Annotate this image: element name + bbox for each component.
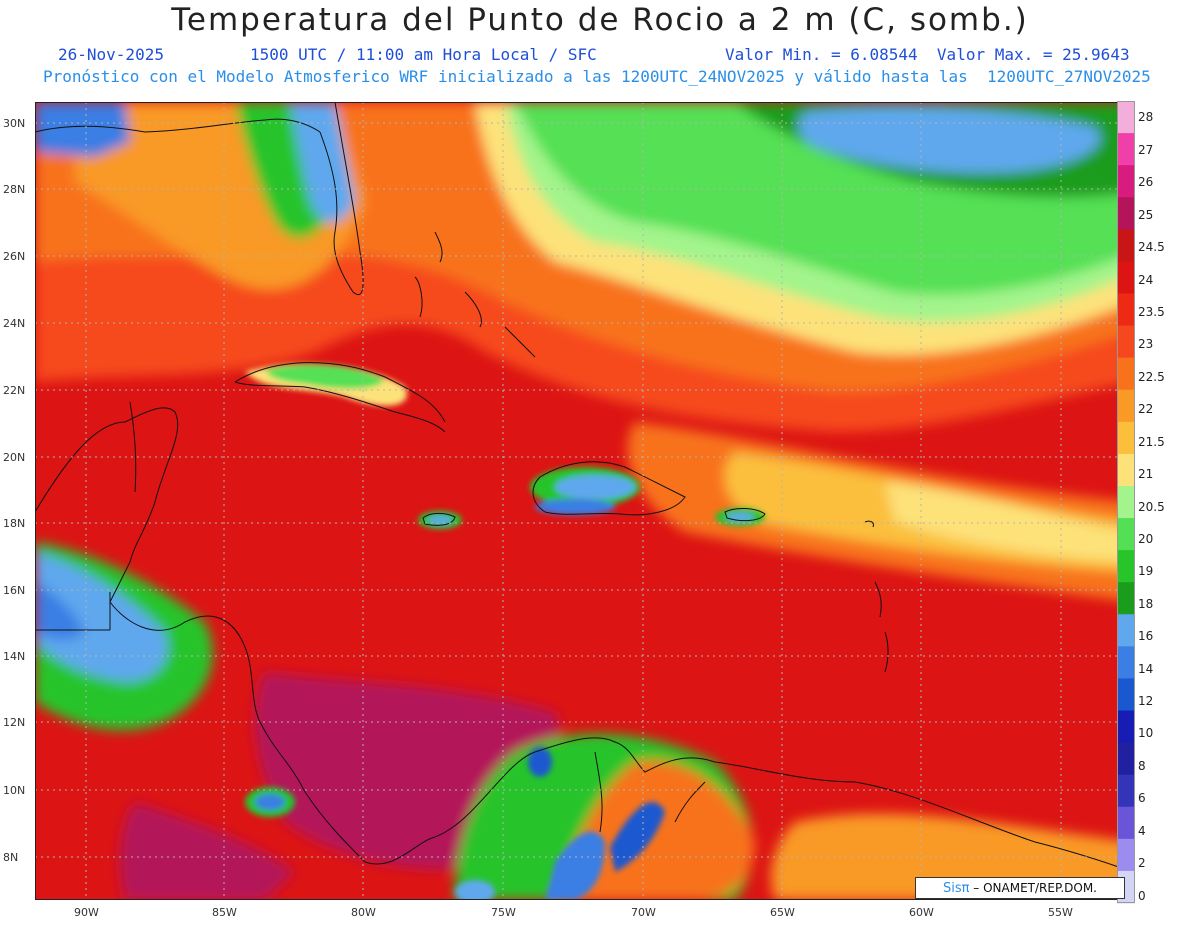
colorbar-label: 25 <box>1138 208 1154 222</box>
lon-gridlines <box>85 102 1062 900</box>
colorbar-label: 23 <box>1138 337 1154 351</box>
lon-label: 75W <box>491 906 516 919</box>
colorbar-swatch <box>1117 518 1135 551</box>
dewpoint-map <box>35 102 1133 900</box>
colorbar-label: 19 <box>1138 564 1154 578</box>
lat-label: 24N <box>3 317 26 330</box>
colorbar-swatch <box>1117 710 1135 744</box>
lon-label: 55W <box>1048 906 1073 919</box>
valid-time: 1500 UTC / 11:00 am Hora Local / SFC <box>250 45 597 64</box>
colorbar-swatch <box>1117 325 1135 359</box>
min-max-values: Valor Min. = 6.08544 Valor Max. = 25.964… <box>725 45 1130 64</box>
colorbar-frame <box>1117 101 1135 903</box>
colorbar-label: 14 <box>1138 662 1154 676</box>
colorbar-swatch <box>1117 421 1135 455</box>
colorbar-swatch <box>1117 550 1135 583</box>
colorbar-swatch <box>1117 678 1135 712</box>
colorbar-label: 21 <box>1138 467 1154 481</box>
coastlines <box>35 102 1133 873</box>
lat-label: 28N <box>3 183 26 196</box>
colorbar-label: 24 <box>1138 273 1154 287</box>
dewpoint-field <box>35 102 1133 900</box>
colorbar-label: 20.5 <box>1138 500 1165 514</box>
colorbar-swatch <box>1117 261 1135 294</box>
colorbar-label: 4 <box>1138 824 1146 838</box>
colorbar-swatch <box>1117 389 1135 423</box>
colorbar-label: 27 <box>1138 143 1154 157</box>
lon-label: 65W <box>770 906 795 919</box>
lat-label: 22N <box>3 384 26 397</box>
colorbar-label: 20 <box>1138 532 1154 546</box>
colorbar-swatch <box>1117 165 1135 198</box>
colorbar-swatch <box>1117 293 1135 327</box>
colorbar-swatch <box>1117 582 1135 615</box>
colorbar-label: 0 <box>1138 889 1146 903</box>
colorbar-swatch <box>1117 646 1135 679</box>
chart-title: Temperatura del Punto de Rocio a 2 m (C,… <box>171 2 1029 38</box>
colorbar-label: 26 <box>1138 175 1154 189</box>
colorbar-label: 6 <box>1138 791 1146 805</box>
lon-label: 90W <box>74 906 99 919</box>
colorbar-swatch <box>1117 133 1135 166</box>
sispi-logo: Sisπ <box>943 881 970 896</box>
credit-text: – ONAMET/REP.DOM. <box>969 881 1097 895</box>
colorbar-swatch <box>1117 838 1135 872</box>
colorbar-swatch <box>1117 357 1135 391</box>
lat-label: 14N <box>3 650 26 663</box>
colorbar-label: 23.5 <box>1138 305 1165 319</box>
colorbar-label: 21.5 <box>1138 435 1165 449</box>
credit-box: Sisπ – ONAMET/REP.DOM. <box>915 877 1125 899</box>
colorbar <box>1117 101 1135 904</box>
colorbar-swatch <box>1117 774 1135 808</box>
lon-label: 60W <box>909 906 934 919</box>
forecast-date: 26-Nov-2025 <box>58 45 164 64</box>
lat-label: 10N <box>3 784 26 797</box>
lat-label: 16N <box>3 584 26 597</box>
colorbar-swatch <box>1117 453 1135 487</box>
lat-label: 18N <box>3 517 26 530</box>
colorbar-label: 10 <box>1138 726 1154 740</box>
colorbar-swatch <box>1117 742 1135 776</box>
colorbar-swatch <box>1117 806 1135 840</box>
lat-label: 8N <box>3 851 19 864</box>
model-description: Pronóstico con el Modelo Atmosferico WRF… <box>43 67 1151 86</box>
colorbar-swatch <box>1117 485 1135 519</box>
lon-label: 80W <box>351 906 376 919</box>
lat-label: 30N <box>3 117 26 130</box>
lat-label: 26N <box>3 250 26 263</box>
colorbar-label: 16 <box>1138 629 1154 643</box>
colorbar-label: 18 <box>1138 597 1154 611</box>
lat-label: 20N <box>3 451 26 464</box>
lon-label: 85W <box>212 906 237 919</box>
colorbar-label: 22 <box>1138 402 1154 416</box>
lat-label: 12N <box>3 716 26 729</box>
colorbar-label: 12 <box>1138 694 1154 708</box>
colorbar-label: 2 <box>1138 856 1146 870</box>
colorbar-swatch <box>1117 229 1135 262</box>
lon-label: 70W <box>631 906 656 919</box>
colorbar-label: 22.5 <box>1138 370 1165 384</box>
colorbar-label: 24.5 <box>1138 240 1165 254</box>
colorbar-swatch <box>1117 614 1135 647</box>
colorbar-label: 28 <box>1138 110 1154 124</box>
colorbar-label: 8 <box>1138 759 1146 773</box>
colorbar-swatch <box>1117 197 1135 230</box>
colorbar-swatch <box>1117 101 1135 134</box>
